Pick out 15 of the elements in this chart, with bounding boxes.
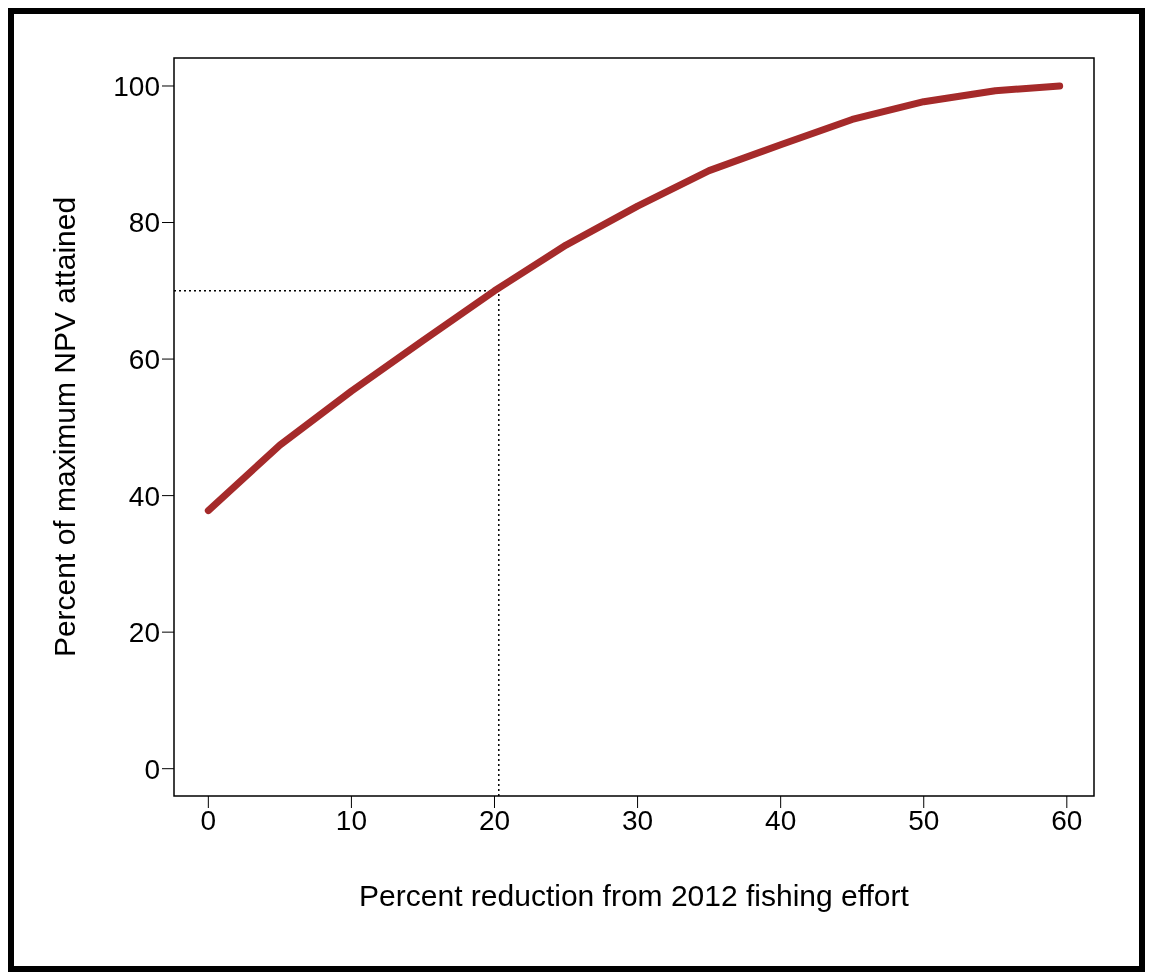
x-tick-label: 30 [622,804,654,836]
y-tick-label: 80 [128,207,160,239]
y-axis-title: Percent of maximum NPV attained [47,196,81,658]
y-tick-label: 60 [128,344,160,376]
x-tick-label: 20 [478,804,511,836]
x-tick-label: 50 [908,804,940,836]
y-tick-label: 100 [113,70,160,102]
y-tick-label: 40 [128,480,160,512]
x-tick-label: 40 [765,804,797,836]
x-tick-label: 0 [200,804,217,836]
y-tick-label: 0 [144,753,160,785]
x-axis-title: Percent reduction from 2012 fishing effort [359,879,910,912]
x-tick-label: 60 [1051,804,1083,836]
x-tick-label: 10 [335,804,367,836]
y-tick-label: 20 [128,617,160,649]
